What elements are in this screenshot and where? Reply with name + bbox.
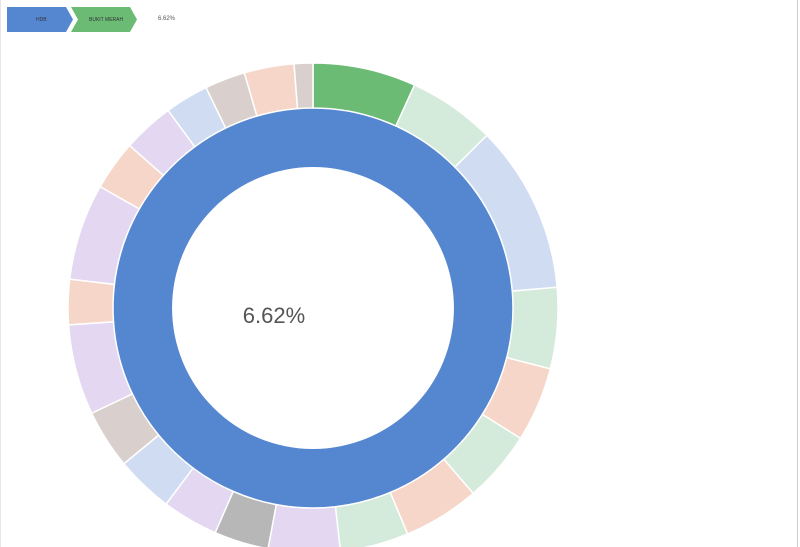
frame-right-border xyxy=(797,0,798,547)
breadcrumb-item-bukit-merah[interactable] xyxy=(71,7,137,32)
center-percentage-label: 6.62% xyxy=(243,303,305,328)
frame-left-border xyxy=(0,0,1,547)
breadcrumb-shapes xyxy=(7,7,137,32)
breadcrumb-label-hdb: HDB xyxy=(36,17,47,23)
inner-ring-segment-0[interactable] xyxy=(313,108,513,508)
breadcrumb-end-percentage: 6.62% xyxy=(158,16,176,22)
breadcrumb: HDB BUKIT MERAH 6.62% xyxy=(0,0,800,40)
inner-ring-segment-1[interactable] xyxy=(113,108,313,508)
breadcrumb-label-bukit-merah: BUKIT MERAH xyxy=(89,17,124,23)
outer-ring-segment-8[interactable] xyxy=(267,503,341,547)
outer-ring-segment-14[interactable] xyxy=(67,278,116,326)
outer-ring-segment-21[interactable] xyxy=(293,62,314,110)
breadcrumb-item-hdb[interactable] xyxy=(7,7,73,32)
outer-ring-segment-3[interactable] xyxy=(505,286,559,370)
